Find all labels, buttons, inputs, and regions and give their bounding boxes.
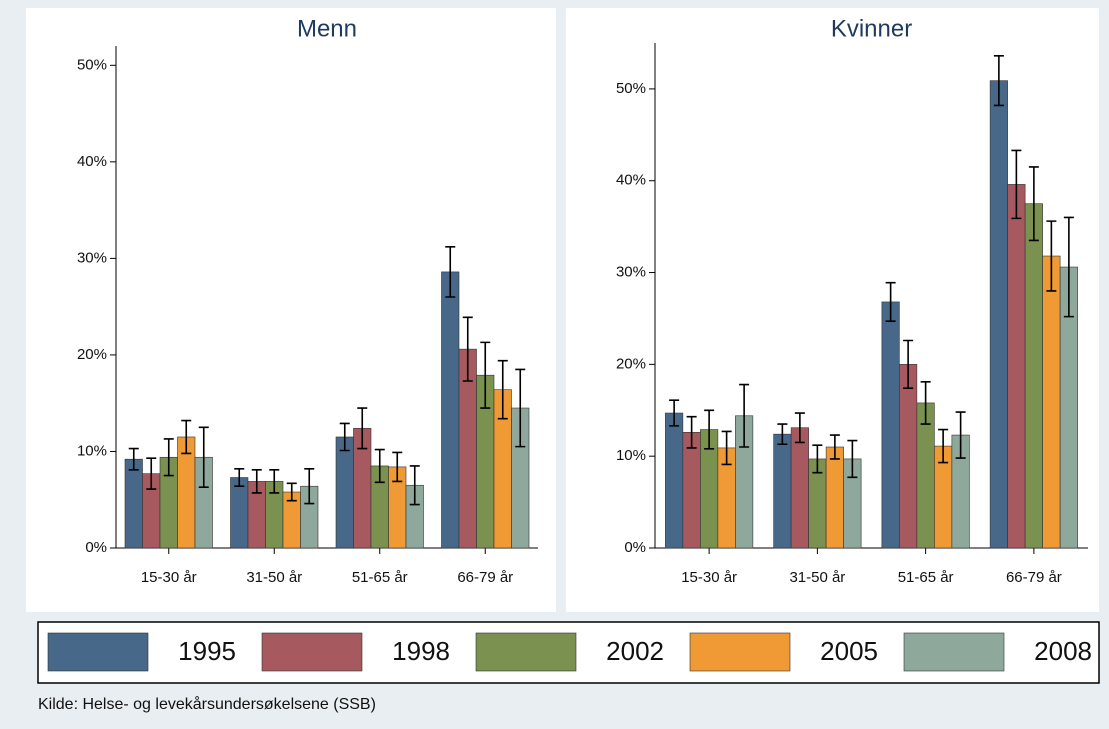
legend-label: 1998 xyxy=(392,636,450,666)
error-bar xyxy=(1046,220,1057,292)
error-bar xyxy=(198,426,209,488)
y-tick-label: 10% xyxy=(616,447,646,464)
bar xyxy=(682,432,701,549)
y-tick-label: 50% xyxy=(616,80,646,97)
error-bar xyxy=(462,316,473,382)
error-bar xyxy=(1028,166,1039,242)
error-bar xyxy=(920,381,931,425)
bar xyxy=(1042,255,1061,549)
error-bar xyxy=(1063,216,1074,318)
bar xyxy=(665,412,684,549)
legend-swatch xyxy=(47,632,149,672)
y-tick-label: 0% xyxy=(624,539,646,556)
error-bar xyxy=(304,468,315,505)
error-bar xyxy=(686,415,697,449)
bar xyxy=(1024,203,1043,549)
legend-swatch xyxy=(903,632,1005,672)
panel-title: Menn xyxy=(297,15,357,42)
y-tick-label: 30% xyxy=(77,249,107,266)
error-bar xyxy=(777,423,788,446)
x-tick-label: 51-65 år xyxy=(898,569,954,586)
error-bar xyxy=(392,451,403,483)
error-bar xyxy=(181,419,192,455)
x-tick-label: 15-30 år xyxy=(681,569,737,586)
x-tick-label: 51-65 år xyxy=(352,569,408,586)
bar xyxy=(989,80,1008,549)
legend-swatch xyxy=(261,632,363,672)
bar xyxy=(230,477,249,549)
error-bar xyxy=(445,246,456,298)
bar xyxy=(335,436,354,549)
error-bar xyxy=(721,430,732,466)
error-bar xyxy=(374,448,385,484)
error-bar xyxy=(903,339,914,390)
bar xyxy=(790,427,809,549)
bar xyxy=(124,458,143,549)
error-bar xyxy=(163,438,174,477)
source-note: Kilde: Helse- og levekårsundersøkelsene … xyxy=(38,695,376,713)
error-bar xyxy=(146,457,157,490)
error-bar xyxy=(128,447,139,471)
error-bar xyxy=(269,469,280,494)
legend-label: 2008 xyxy=(1034,636,1092,666)
error-bar xyxy=(938,428,949,464)
y-tick-label: 30% xyxy=(616,264,646,281)
error-bar xyxy=(251,469,262,494)
bar xyxy=(881,301,900,549)
bar xyxy=(825,446,844,549)
y-tick-label: 0% xyxy=(85,539,107,556)
x-tick-label: 66-79 år xyxy=(457,569,513,586)
x-tick-label: 31-50 år xyxy=(246,569,302,586)
error-bar xyxy=(497,359,508,420)
error-bar xyxy=(1011,149,1022,220)
x-tick-label: 31-50 år xyxy=(789,569,845,586)
x-tick-label: 15-30 år xyxy=(141,569,197,586)
y-tick-label: 40% xyxy=(616,172,646,189)
y-tick-label: 50% xyxy=(77,56,107,73)
error-bar xyxy=(829,434,840,460)
bar xyxy=(441,271,460,549)
error-bar xyxy=(847,439,858,479)
error-bar xyxy=(515,368,526,448)
error-bar xyxy=(339,422,350,452)
x-tick-label: 66-79 år xyxy=(1006,569,1062,586)
error-bar xyxy=(357,407,368,450)
bar xyxy=(1007,184,1026,549)
y-tick-label: 20% xyxy=(616,355,646,372)
bar xyxy=(773,433,792,549)
y-tick-label: 40% xyxy=(77,153,107,170)
error-bar xyxy=(669,399,680,427)
error-bar xyxy=(480,341,491,409)
error-bar xyxy=(993,55,1004,107)
legend-label: 1995 xyxy=(178,636,236,666)
error-bar xyxy=(794,412,805,444)
legend-label: 2002 xyxy=(606,636,664,666)
y-tick-label: 10% xyxy=(77,442,107,459)
error-bar xyxy=(955,411,966,459)
error-bar xyxy=(739,383,750,448)
legend-label: 2005 xyxy=(820,636,878,666)
bar xyxy=(899,364,918,549)
error-bar xyxy=(286,482,297,502)
legend-swatch xyxy=(689,632,791,672)
error-bar xyxy=(234,468,245,488)
error-bar xyxy=(704,409,715,450)
error-bar xyxy=(812,444,823,474)
panel-title: Kvinner xyxy=(831,15,912,42)
legend-swatch xyxy=(475,632,577,672)
error-bar xyxy=(409,465,420,506)
y-tick-label: 20% xyxy=(77,346,107,363)
error-bar xyxy=(885,281,896,323)
